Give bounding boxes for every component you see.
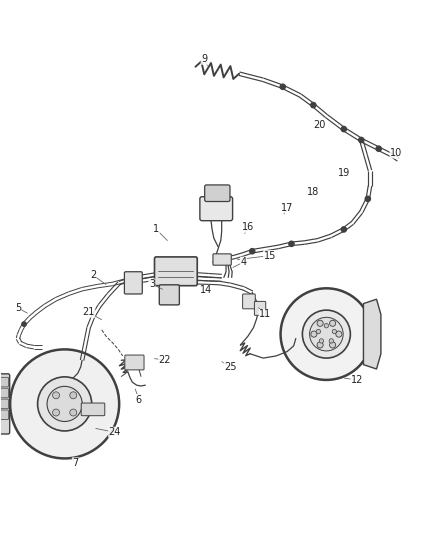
FancyBboxPatch shape (0, 374, 10, 434)
FancyBboxPatch shape (0, 399, 8, 409)
Circle shape (329, 342, 335, 348)
Circle shape (47, 386, 82, 422)
Text: 20: 20 (313, 120, 325, 130)
Circle shape (53, 392, 60, 399)
Circle shape (288, 241, 293, 246)
Text: 15: 15 (263, 251, 275, 261)
Text: 21: 21 (82, 308, 95, 317)
Circle shape (280, 288, 371, 380)
FancyBboxPatch shape (124, 272, 142, 294)
Text: 12: 12 (350, 375, 362, 385)
Polygon shape (363, 299, 380, 369)
Text: 18: 18 (307, 187, 319, 197)
Circle shape (328, 339, 333, 343)
FancyBboxPatch shape (0, 410, 8, 419)
Text: 11: 11 (258, 310, 271, 319)
Circle shape (53, 409, 60, 416)
Circle shape (279, 84, 285, 90)
Text: 17: 17 (280, 203, 293, 213)
Circle shape (310, 102, 315, 108)
FancyBboxPatch shape (124, 355, 144, 370)
Text: 14: 14 (200, 286, 212, 295)
Circle shape (38, 377, 92, 431)
Text: 9: 9 (201, 54, 207, 64)
Text: 3: 3 (148, 279, 155, 289)
Circle shape (323, 324, 328, 328)
Circle shape (70, 409, 77, 416)
Circle shape (364, 196, 370, 201)
Text: 24: 24 (108, 427, 121, 437)
Circle shape (309, 317, 343, 351)
Circle shape (315, 329, 320, 334)
FancyBboxPatch shape (254, 301, 265, 316)
Text: 7: 7 (72, 458, 78, 468)
FancyBboxPatch shape (154, 257, 197, 286)
FancyBboxPatch shape (242, 294, 254, 309)
Circle shape (318, 339, 323, 343)
Circle shape (316, 342, 322, 348)
Circle shape (358, 138, 363, 143)
Circle shape (340, 126, 346, 132)
Text: 10: 10 (389, 148, 401, 158)
FancyBboxPatch shape (81, 403, 105, 416)
Text: 1: 1 (153, 224, 159, 235)
Circle shape (249, 248, 254, 254)
Circle shape (340, 227, 346, 232)
Text: 5: 5 (15, 303, 21, 313)
FancyBboxPatch shape (0, 377, 8, 387)
FancyBboxPatch shape (159, 285, 179, 305)
Text: 25: 25 (224, 362, 236, 372)
FancyBboxPatch shape (204, 185, 230, 201)
Circle shape (332, 329, 336, 334)
FancyBboxPatch shape (212, 254, 231, 265)
Text: 4: 4 (240, 257, 246, 267)
Circle shape (70, 392, 77, 399)
Circle shape (335, 331, 341, 337)
Circle shape (310, 331, 316, 337)
FancyBboxPatch shape (199, 197, 232, 221)
Circle shape (329, 320, 335, 326)
Text: 6: 6 (135, 394, 141, 405)
Circle shape (10, 350, 119, 458)
Text: 19: 19 (337, 168, 349, 177)
Text: 22: 22 (159, 356, 171, 365)
FancyBboxPatch shape (0, 388, 8, 398)
Circle shape (302, 310, 350, 358)
Circle shape (22, 322, 26, 326)
Circle shape (316, 320, 322, 326)
Text: 2: 2 (90, 270, 96, 280)
Text: 16: 16 (241, 222, 254, 232)
Circle shape (375, 146, 381, 151)
